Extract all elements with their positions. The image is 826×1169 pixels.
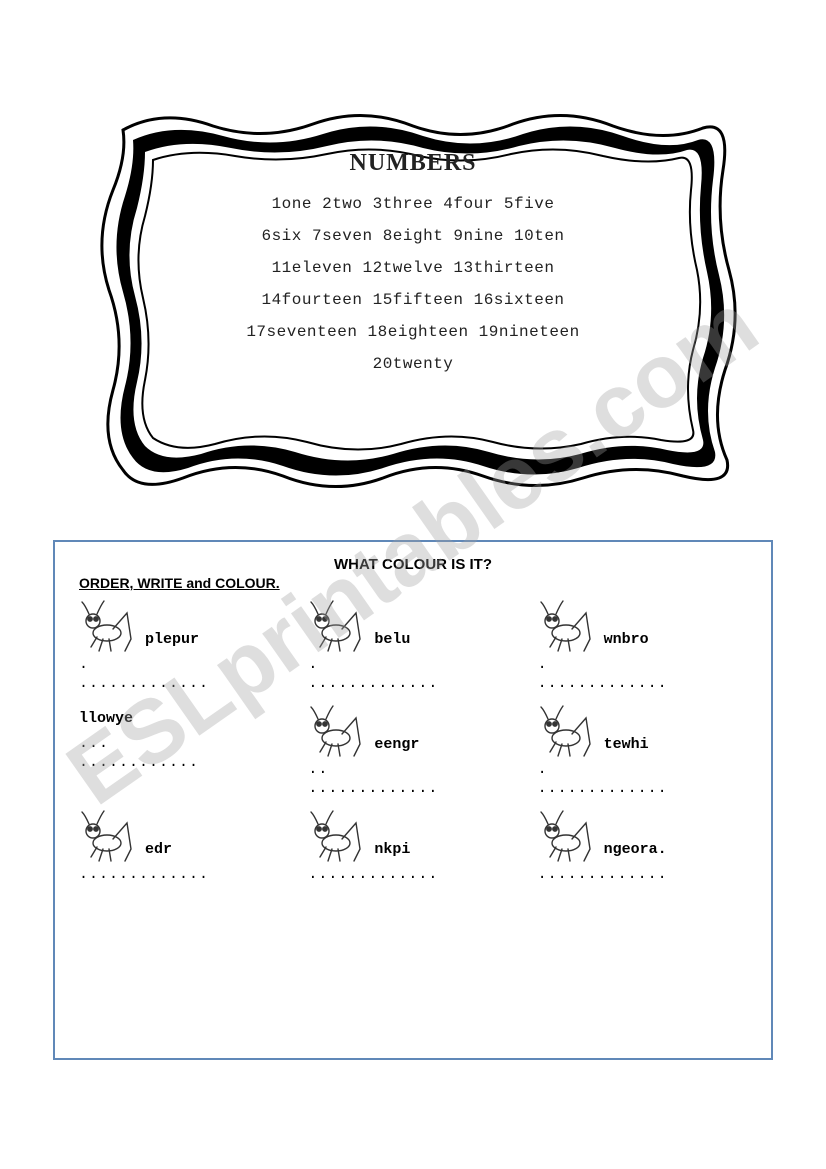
grasshopper-icon <box>538 809 598 864</box>
dots-line: ............. <box>308 675 517 692</box>
grasshopper-icon <box>538 599 598 654</box>
numbers-content: NUMBERS 1one 2two 3three 4four 5five 6si… <box>133 150 693 460</box>
numbers-line-5: 17seventeen 18eighteen 19nineteen <box>133 323 693 341</box>
dots-line: ............. <box>308 866 517 883</box>
scramble-text: belu <box>374 631 410 648</box>
colour-item: plepur . ............. <box>79 599 288 692</box>
dots-line: . <box>538 656 747 673</box>
scramble-text: wnbro <box>604 631 649 648</box>
colour-exercise-box: WHAT COLOUR IS IT? ORDER, WRITE and COLO… <box>53 540 773 1060</box>
dots-line: . <box>79 656 288 673</box>
scramble-text: plepur <box>145 631 199 648</box>
colour-item: wnbro . ............. <box>538 599 747 692</box>
dots-line: ............. <box>308 780 517 797</box>
dots-line: ............. <box>79 866 288 883</box>
grasshopper-icon <box>308 599 368 654</box>
colour-item: tewhi . ............. <box>538 704 747 797</box>
numbers-line-6: 20twenty <box>133 355 693 373</box>
colour-item: edr ............. <box>79 809 288 883</box>
dots-line: .. <box>308 761 517 778</box>
dots-line: ............. <box>538 780 747 797</box>
numbers-line-1: 1one 2two 3three 4four 5five <box>133 195 693 213</box>
dots-line: ............ <box>79 754 288 771</box>
numbers-line-2: 6six 7seven 8eight 9nine 10ten <box>133 227 693 245</box>
colour-item: belu . ............. <box>308 599 517 692</box>
dots-line: ............. <box>79 675 288 692</box>
scramble-text: nkpi <box>374 841 410 858</box>
colour-grid: plepur . ............. belu . ..........… <box>79 599 747 883</box>
numbers-frame: NUMBERS 1one 2two 3three 4four 5five 6si… <box>83 100 743 500</box>
dots-line: ............. <box>538 675 747 692</box>
colour-instruction: ORDER, WRITE and COLOUR. <box>79 575 747 591</box>
scramble-text: ngeora. <box>604 841 667 858</box>
numbers-title: NUMBERS <box>133 150 693 177</box>
grasshopper-icon <box>308 809 368 864</box>
colour-title: WHAT COLOUR IS IT? <box>79 556 747 573</box>
colour-item: eengr .. ............. <box>308 704 517 797</box>
grasshopper-icon <box>79 599 139 654</box>
colour-item: ngeora. ............. <box>538 809 747 883</box>
dots-line: ... <box>79 735 288 752</box>
colour-item: nkpi ............. <box>308 809 517 883</box>
scramble-text: llowye <box>79 710 133 727</box>
dots-line: . <box>538 761 747 778</box>
dots-line: ............. <box>538 866 747 883</box>
dots-line: . <box>308 656 517 673</box>
numbers-line-3: 11eleven 12twelve 13thirteen <box>133 259 693 277</box>
grasshopper-icon <box>308 704 368 759</box>
colour-item: llowye ... ............ <box>79 704 288 797</box>
worksheet-page: ESLprintables.com NUMBERS 1one 2two 3thr… <box>0 0 826 1100</box>
scramble-text: edr <box>145 841 172 858</box>
grasshopper-icon <box>538 704 598 759</box>
grasshopper-icon <box>79 809 139 864</box>
scramble-text: eengr <box>374 736 419 753</box>
scramble-text: tewhi <box>604 736 649 753</box>
numbers-line-4: 14fourteen 15fifteen 16sixteen <box>133 291 693 309</box>
